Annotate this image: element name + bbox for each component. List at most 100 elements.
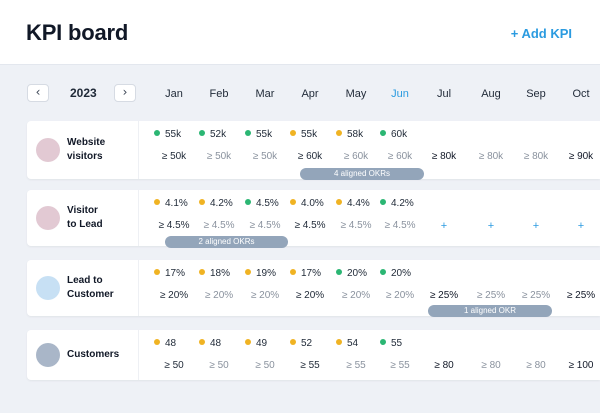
target-value: ≥ 25% xyxy=(521,290,551,301)
actual-value-text: 20% xyxy=(391,268,412,279)
actual-value: 20% xyxy=(336,268,367,279)
target-value: ≥ 20% xyxy=(385,290,415,301)
kpi-name: Visitor to Lead xyxy=(67,204,137,232)
kpi-avatar xyxy=(36,343,60,367)
kpi-name-line: Customers xyxy=(67,349,120,360)
status-dot-icon xyxy=(199,199,205,205)
status-dot-icon xyxy=(245,130,251,136)
status-dot-icon xyxy=(245,339,251,345)
chevron-right-icon: › xyxy=(122,85,128,99)
actual-value-text: 52 xyxy=(301,338,313,349)
target-value: ≥ 60k xyxy=(343,151,369,162)
actual-value-text: 48 xyxy=(210,338,222,349)
actual-value-text: 4.2% xyxy=(391,198,414,209)
actual-value-text: 17% xyxy=(165,268,186,279)
actual-value: 60k xyxy=(380,129,407,140)
target-value: ≥ 4.5% xyxy=(384,220,416,231)
target-value: ≥ 60k xyxy=(297,151,323,162)
page-header: KPI board + Add KPI xyxy=(0,0,600,64)
kpi-label xyxy=(27,260,139,316)
target-value: ≥ 50k xyxy=(252,151,278,162)
status-dot-icon xyxy=(154,130,160,136)
actual-value: 48 xyxy=(199,338,221,349)
actual-value: 17% xyxy=(154,268,185,279)
chevron-left-icon: ‹ xyxy=(35,85,41,99)
month-may: May xyxy=(345,88,367,100)
actual-value: 4.2% xyxy=(380,198,414,209)
month-mar: Mar xyxy=(255,88,275,100)
kpi-name-line: Lead to xyxy=(67,275,103,286)
kpi-name: Lead to Customer xyxy=(67,274,137,302)
actual-value: 55k xyxy=(154,129,181,140)
prev-year-button[interactable]: ‹ xyxy=(27,84,49,102)
kpi-label xyxy=(27,330,139,380)
actual-value: 49 xyxy=(245,338,267,349)
actual-value: 55k xyxy=(245,129,272,140)
target-value: ≥ 55 xyxy=(346,360,366,371)
kpi-name-line: to Lead xyxy=(67,219,103,230)
target-value: ≥ 4.5% xyxy=(340,220,372,231)
status-dot-icon xyxy=(199,339,205,345)
month-jun: Jun xyxy=(391,88,409,100)
target-value: ≥ 80k xyxy=(431,151,457,162)
add-target-button[interactable]: + xyxy=(532,220,540,232)
add-target-button[interactable]: + xyxy=(577,220,585,232)
actual-value-text: 49 xyxy=(256,338,268,349)
actual-value-text: 18% xyxy=(210,268,231,279)
target-value: ≥ 25% xyxy=(566,290,596,301)
status-dot-icon xyxy=(290,199,296,205)
kpi-name-line: Website xyxy=(67,137,106,148)
aligned-okrs-badge[interactable]: 1 aligned OKR xyxy=(428,305,552,317)
actual-value-text: 4.4% xyxy=(347,198,370,209)
actual-value-text: 19% xyxy=(256,268,277,279)
status-dot-icon xyxy=(290,269,296,275)
month-sep: Sep xyxy=(526,88,546,100)
target-value: ≥ 4.5% xyxy=(158,220,190,231)
next-year-button[interactable]: › xyxy=(114,84,136,102)
status-dot-icon xyxy=(290,339,296,345)
target-value: ≥ 4.5% xyxy=(203,220,235,231)
kpi-name-line: Visitor xyxy=(67,205,98,216)
month-jan: Jan xyxy=(165,88,183,100)
month-oct: Oct xyxy=(572,88,590,100)
status-dot-icon xyxy=(336,339,342,345)
status-dot-icon xyxy=(290,130,296,136)
target-value: ≥ 80 xyxy=(526,360,546,371)
actual-value-text: 55k xyxy=(165,129,182,140)
target-value: ≥ 25% xyxy=(476,290,506,301)
target-value: ≥ 90k xyxy=(568,151,594,162)
kpi-row[interactable] xyxy=(27,330,600,380)
target-value: ≥ 50k xyxy=(161,151,187,162)
status-dot-icon xyxy=(336,269,342,275)
actual-value-text: 48 xyxy=(165,338,177,349)
target-value: ≥ 20% xyxy=(250,290,280,301)
add-kpi-button[interactable]: + Add KPI xyxy=(510,26,572,41)
year-label: 2023 xyxy=(70,86,97,100)
add-target-button[interactable]: + xyxy=(440,220,448,232)
actual-value: 52 xyxy=(290,338,312,349)
status-dot-icon xyxy=(245,199,251,205)
actual-value: 18% xyxy=(199,268,230,279)
aligned-okrs-badge[interactable]: 4 aligned OKRs xyxy=(300,168,424,180)
status-dot-icon xyxy=(380,339,386,345)
status-dot-icon xyxy=(380,269,386,275)
actual-value: 4.1% xyxy=(154,198,188,209)
target-value: ≥ 50k xyxy=(206,151,232,162)
month-aug: Aug xyxy=(481,88,501,100)
target-value: ≥ 4.5% xyxy=(294,220,326,231)
kpi-name-line: Customer xyxy=(67,289,114,300)
status-dot-icon xyxy=(245,269,251,275)
actual-value-text: 4.2% xyxy=(210,198,233,209)
target-value: ≥ 80 xyxy=(434,360,454,371)
month-jul: Jul xyxy=(436,88,452,100)
kpi-label xyxy=(27,190,139,246)
status-dot-icon xyxy=(154,269,160,275)
target-value: ≥ 4.5% xyxy=(249,220,281,231)
add-target-button[interactable]: + xyxy=(487,220,495,232)
aligned-okrs-badge[interactable]: 2 aligned OKRs xyxy=(165,236,288,248)
target-value: ≥ 55 xyxy=(390,360,410,371)
target-value: ≥ 50 xyxy=(164,360,184,371)
kpi-row[interactable] xyxy=(27,190,600,246)
target-value: ≥ 60k xyxy=(387,151,413,162)
actual-value-text: 60k xyxy=(391,129,408,140)
